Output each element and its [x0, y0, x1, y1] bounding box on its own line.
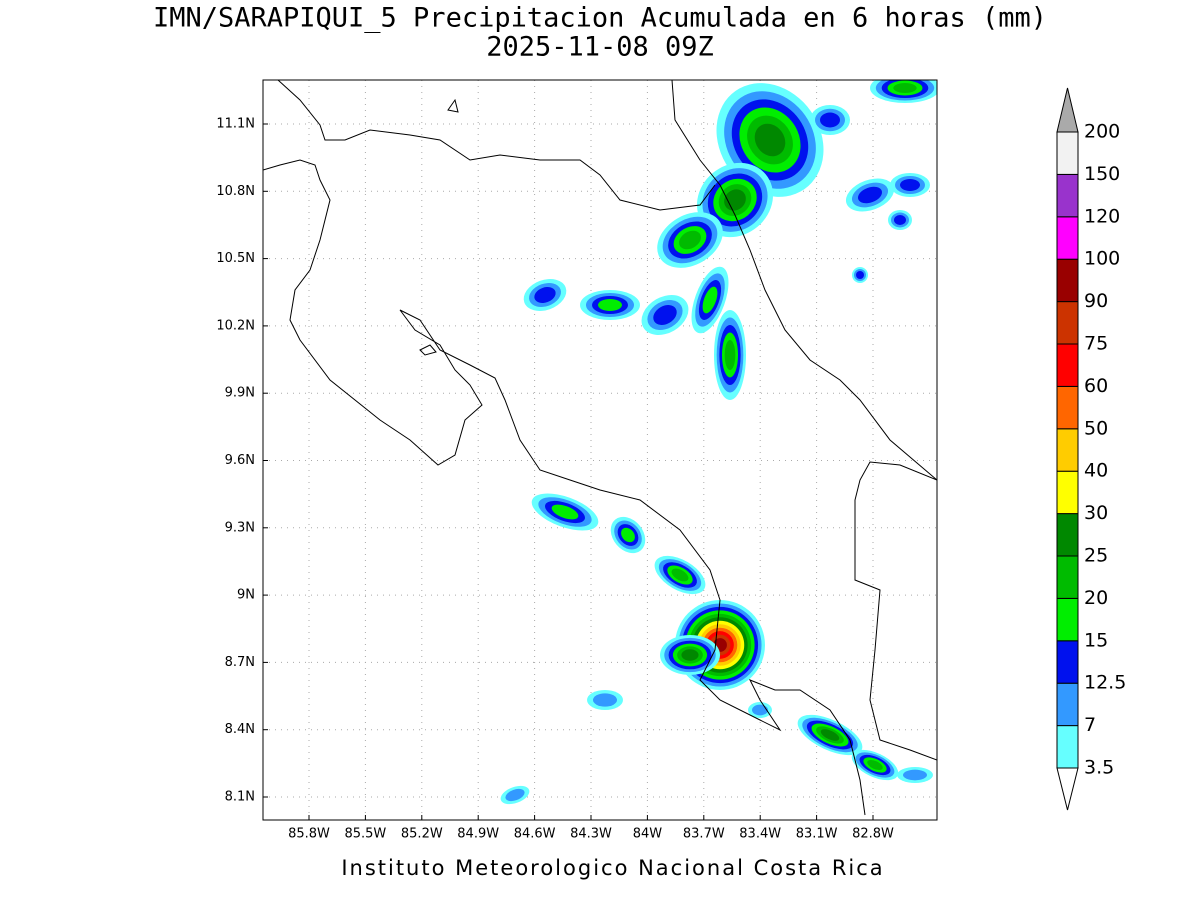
coastline: [671, 80, 937, 481]
colorbar-box: [1056, 470, 1079, 515]
colorbar-box: [1056, 258, 1079, 303]
colorbar-label: 20: [1084, 587, 1108, 609]
precip-contour: [505, 788, 525, 802]
grid: [263, 80, 937, 820]
lon-label: 84W: [633, 827, 663, 842]
precip-contour: [671, 568, 689, 582]
colorbar-label: 15: [1084, 629, 1108, 651]
lon-label: 82.8W: [852, 827, 894, 842]
lat-label: 9N: [237, 588, 255, 603]
colorbar-box: [1056, 725, 1079, 769]
colorbar-label: 100: [1084, 248, 1120, 270]
precip-contour: [754, 123, 786, 157]
colorbar-label: 3.5: [1084, 757, 1114, 779]
precipitation: [500, 80, 937, 805]
colorbar-box: [1056, 343, 1079, 387]
colorbar-label: 60: [1084, 375, 1108, 397]
precip-contour: [893, 83, 917, 93]
colorbar: 3.5 7 12.5 15 20 25 30 40 50 60 75 90 100 120 150 200: [1056, 87, 1126, 811]
colorbar-label: 40: [1084, 460, 1108, 482]
precip-contour: [621, 527, 635, 543]
precip-contour: [752, 704, 768, 716]
precip-contour: [724, 189, 746, 211]
colorbar-box: [1056, 216, 1079, 260]
coastline: [263, 159, 866, 816]
lat-label: 11.1N: [216, 117, 255, 132]
colorbar-box: [1056, 131, 1079, 175]
precip-contour: [702, 286, 718, 314]
lat-label: 9.3N: [225, 520, 255, 535]
colorbar-label: 150: [1084, 163, 1120, 185]
colorbar-box: [1056, 301, 1079, 345]
precip-contour: [900, 179, 920, 191]
precip-contour: [598, 299, 622, 311]
colorbar-label: 75: [1084, 333, 1108, 355]
precip-contour: [653, 305, 677, 325]
island: [419, 98, 459, 356]
colorbar-label: 12.5: [1084, 672, 1126, 694]
coastline: [277, 80, 716, 211]
precip-contour: [681, 649, 699, 661]
lon-label: 84.3W: [570, 827, 612, 842]
colorbar-label: 7: [1084, 714, 1096, 736]
lat-label: 8.7N: [225, 655, 255, 670]
colorbar-label: 50: [1084, 417, 1108, 439]
lon-label: 85.8W: [288, 827, 330, 842]
title: IMN/SARAPIQUI_5 Precipitacion Acumulada …: [153, 3, 1047, 34]
lon-label: 83.7W: [683, 827, 725, 842]
colorbar-box: [1056, 597, 1079, 642]
lat-label: 9.9N: [225, 386, 255, 401]
colorbar-box: [1056, 640, 1079, 684]
lat-label: 8.4N: [225, 722, 255, 737]
precip-contour: [903, 769, 927, 781]
colorbar-label: 30: [1084, 502, 1108, 524]
precip-contour: [679, 230, 701, 250]
lon-label: 84.9W: [457, 827, 499, 842]
colorbar-box: [1056, 428, 1079, 472]
border: [854, 461, 937, 761]
colorbar-box: [1056, 555, 1079, 599]
footer: Instituto Meteorologico Nacional Costa R…: [341, 856, 884, 880]
colorbar-label: 25: [1084, 545, 1108, 567]
colorbar-below: [1056, 767, 1079, 811]
precip-contour: [857, 186, 883, 204]
precip-contour: [867, 759, 883, 771]
precip-contour: [856, 271, 864, 279]
map-frame: [262, 79, 938, 821]
precip-contour: [551, 504, 579, 520]
precip-contour: [593, 693, 617, 707]
lat-label: 9.6N: [225, 453, 255, 468]
precip-contour: [724, 340, 736, 370]
coastlines: [263, 80, 937, 816]
lat-label: 10.8N: [216, 184, 255, 199]
lon-label: 85.2W: [401, 827, 443, 842]
colorbar-above: [1056, 87, 1079, 133]
lon-label: 83.4W: [739, 827, 781, 842]
lat-label: 8.1N: [225, 790, 255, 805]
precip-contour: [820, 112, 840, 128]
precip-contour: [534, 287, 556, 303]
lon-label: 84.6W: [514, 827, 556, 842]
colorbar-label: 200: [1084, 121, 1120, 143]
colorbar-box: [1056, 385, 1079, 430]
lat-label: 10.2N: [216, 318, 255, 333]
lon-label: 83.1W: [796, 827, 838, 842]
colorbar-label: 120: [1084, 205, 1120, 227]
precip-contour: [820, 729, 840, 741]
colorbar-box: [1056, 173, 1079, 218]
colorbar-box: [1056, 682, 1079, 727]
subtitle: 2025-11-08 09Z: [486, 32, 714, 63]
lat-label: 10.5N: [216, 251, 255, 266]
precip-contour: [894, 215, 906, 225]
lon-label: 85.5W: [344, 827, 386, 842]
colorbar-label: 90: [1084, 290, 1108, 312]
colorbar-box: [1056, 513, 1079, 557]
